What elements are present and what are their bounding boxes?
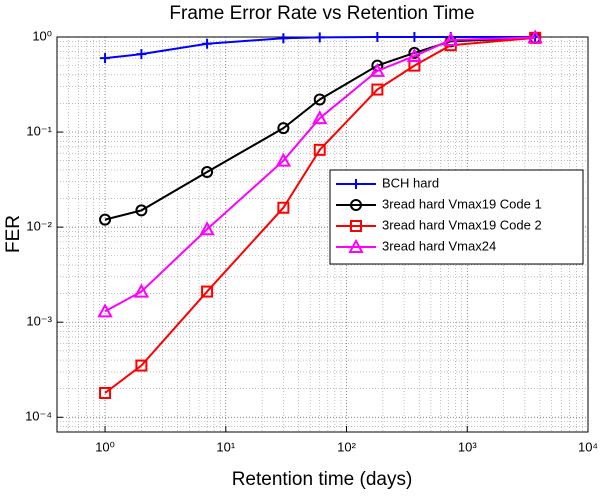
marker — [312, 110, 328, 125]
marker — [135, 204, 148, 217]
marker — [369, 62, 386, 77]
y-tick-label: 10⁻³ — [26, 314, 52, 329]
marker — [99, 387, 112, 400]
y-axis-label: FER — [3, 215, 24, 253]
x-tick-label: 10³ — [458, 439, 477, 454]
marker — [406, 47, 423, 63]
marker — [277, 122, 290, 135]
y-tick-label: 10⁰ — [32, 28, 52, 43]
marker — [99, 213, 112, 226]
marker — [313, 143, 326, 156]
chart-title: Frame Error Rate vs Retention Time — [169, 3, 474, 24]
x-tick-label: 10⁰ — [95, 439, 115, 454]
marker — [202, 38, 213, 49]
marker — [278, 33, 289, 44]
marker — [371, 83, 384, 96]
marker — [350, 220, 362, 232]
x-tick-label: 10⁴ — [578, 439, 598, 454]
marker — [135, 359, 148, 372]
marker — [313, 93, 326, 106]
marker — [199, 221, 215, 236]
marker — [348, 238, 364, 253]
marker — [97, 303, 113, 318]
marker — [527, 29, 543, 44]
marker — [100, 53, 111, 64]
y-tick-label: 10⁻² — [26, 219, 52, 234]
y-tick-label: 10⁻¹ — [26, 124, 52, 139]
series-line — [104, 36, 536, 313]
legend-box — [329, 169, 584, 265]
marker — [201, 166, 214, 179]
marker — [277, 201, 290, 214]
marker — [351, 179, 361, 189]
marker — [201, 285, 214, 298]
marker — [409, 32, 420, 42]
y-tick-label: 10⁻⁴ — [25, 409, 52, 424]
x-tick-label: 10¹ — [216, 439, 235, 454]
marker — [314, 32, 325, 43]
legend-label: 3read hard Vmax24 — [382, 238, 496, 253]
legend-label: BCH hard — [382, 175, 439, 190]
legend-label: 3read hard Vmax19 Code 2 — [382, 217, 542, 232]
legend-label: 3read hard Vmax19 Code 1 — [382, 196, 542, 211]
marker — [136, 49, 147, 60]
marker — [350, 199, 362, 211]
x-axis-label: Retention time (days) — [232, 469, 413, 490]
x-tick-label: 10² — [337, 439, 356, 454]
marker — [275, 152, 292, 167]
marker — [133, 283, 150, 298]
marker — [443, 31, 459, 46]
series-line — [104, 36, 536, 394]
marker — [372, 32, 383, 42]
